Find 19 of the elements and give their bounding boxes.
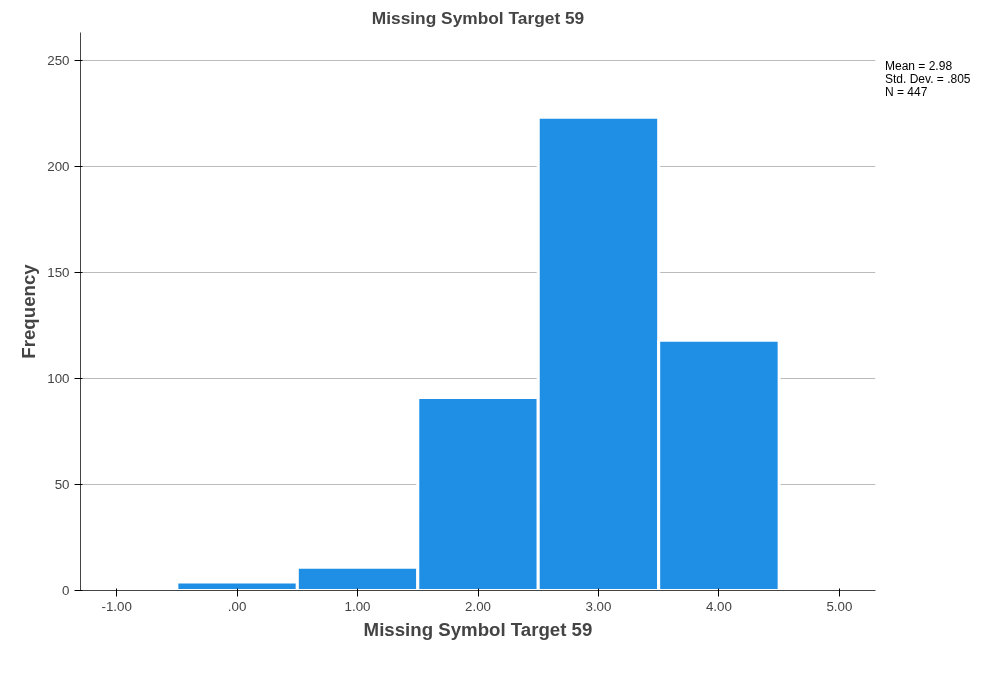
x-tick-label: .00 — [227, 598, 247, 614]
y-tick-label: 50 — [54, 476, 70, 492]
text: N = 447 — [885, 85, 928, 100]
x-tick-label: 3.00 — [585, 598, 612, 614]
x-tick-label: -1.00 — [101, 598, 132, 614]
y-tick-label: 250 — [47, 52, 70, 68]
y-axis-title: Frequency — [18, 263, 40, 359]
x-tick-label: 4.00 — [705, 598, 732, 614]
text: Std. Dev. = .805 — [885, 72, 971, 87]
text: Mean = 2.98 — [885, 59, 953, 73]
x-tick-label: 1.00 — [344, 598, 371, 614]
x-tick-label: 2.00 — [465, 598, 491, 614]
y-tick-label: 0 — [62, 583, 70, 598]
x-tick-label: 5.00 — [826, 598, 853, 614]
y-tick-label: 100 — [47, 370, 70, 386]
chart-title: Missing Symbol Target 59 — [371, 7, 585, 28]
y-tick-label: 150 — [47, 264, 70, 280]
x-axis-title: Missing Symbol Target 59 — [363, 618, 593, 640]
y-tick-label: 200 — [47, 158, 70, 174]
